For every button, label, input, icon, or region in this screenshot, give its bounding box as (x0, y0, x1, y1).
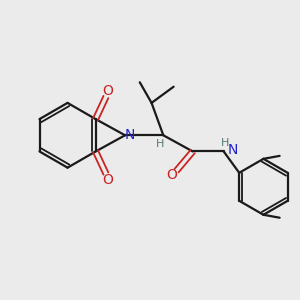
Text: N: N (228, 143, 238, 157)
Text: O: O (102, 83, 113, 98)
Text: O: O (166, 168, 177, 182)
Text: N: N (125, 128, 135, 142)
Text: H: H (221, 138, 229, 148)
Text: O: O (102, 173, 113, 187)
Text: H: H (156, 139, 165, 149)
